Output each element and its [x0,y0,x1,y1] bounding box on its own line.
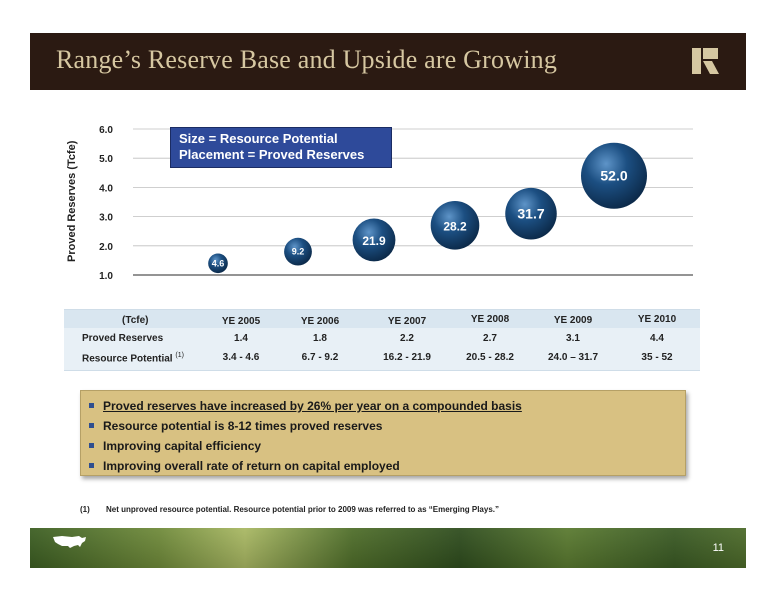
bullet-dot-icon [89,443,94,448]
highlights-box: Proved reserves have increased by 26% pe… [80,390,686,476]
bubble-label: 28.2 [443,219,467,233]
resource-ye2008: 20.5 - 28.2 [466,352,514,363]
proved-ye2007: 2.2 [400,333,414,344]
slide-footer: 11 [30,528,746,568]
row-resource-label-text: Resource Potential [82,353,173,365]
legend-placement: Placement = Proved Reserves [179,147,365,162]
slide-title: Range’s Reserve Base and Upside are Grow… [56,45,558,74]
proved-ye2005: 1.4 [234,333,248,344]
bullet-item: Improving overall rate of return on capi… [89,456,685,476]
resource-ye2006: 6.7 - 9.2 [301,352,339,363]
y-tick-label: 2.0 [99,242,113,253]
resource-ye2009: 24.0 – 31.7 [547,352,599,363]
bubble-chart-svg: 1.0 2.0 3.0 4.0 5.0 6.0 4.6 9.2 21.9 28.2 31.7 52.… [99,125,693,282]
bubble-label: 31.7 [517,206,544,222]
proved-ye2006: 1.8 [313,333,327,344]
resource-ye2010: 35 - 52 [641,352,673,363]
legend-size: Size = Resource Potential [179,131,338,146]
bullet-item: Resource potential is 8-12 times proved … [89,416,685,436]
bubble-label: 52.0 [600,168,627,184]
table-unit: (Tcfe) [122,315,149,326]
footnote: (1) Net unproved resource potential. Reso… [80,505,499,514]
bullet-dot-icon [89,403,94,408]
footnote-text: Net unproved resource potential. Resourc… [106,505,499,514]
bullet-dot-icon [89,463,94,468]
col-ye2007: YE 2007 [387,316,427,327]
y-tick-label: 5.0 [99,154,113,165]
us-map-icon [53,536,86,548]
page-number: 11 [712,542,724,554]
bullet-text: Resource potential is 8-12 times proved … [103,419,383,433]
proved-ye2008: 2.7 [483,333,497,344]
col-ye2009: YE 2009 [553,315,593,326]
bubble-point [581,142,647,209]
row-proved-label: Proved Reserves [82,333,164,344]
bullet-dot-icon [89,423,94,428]
bullet-text: Proved reserves have increased by 26% pe… [103,399,522,413]
bullet-text: Improving capital efficiency [103,439,262,453]
bubble-label: 21.9 [362,234,386,248]
row-resource-label: Resource Potential (1) [82,352,184,364]
proved-ye2010: 4.4 [650,333,664,344]
bubble-label: 9.2 [292,247,305,257]
y-tick-label: 6.0 [99,125,113,136]
bubble-point [352,218,396,262]
bubble-point [208,253,228,274]
range-logo-icon [692,48,719,74]
col-ye2005: YE 2005 [221,316,261,327]
bubble-point [284,237,312,266]
reserves-table: (Tcfe) YE 2005 YE 2006 YE 2007 YE 2008 Y… [64,309,700,371]
bullet-text: Improving overall rate of return on capi… [103,459,400,473]
y-tick-label: 1.0 [99,271,113,282]
bullet-item: Improving capital efficiency [89,436,685,456]
bubble-point [430,201,480,250]
resource-ye2005: 3.4 - 4.6 [222,352,260,363]
bubble-label: 4.6 [212,258,225,268]
y-tick-label: 4.0 [99,183,113,194]
table-header-row [64,310,700,328]
footer-shade [30,528,746,568]
col-ye2008: YE 2008 [470,314,510,325]
col-ye2010: YE 2010 [637,314,677,325]
y-tick-label: 3.0 [99,213,113,224]
bullet-item: Proved reserves have increased by 26% pe… [89,396,685,416]
bubble-point [505,187,557,240]
row-resource-sup: (1) [175,352,184,359]
chart-legend: Size = Resource Potential Placement = Pr… [170,127,392,168]
slide-header: Range’s Reserve Base and Upside are Grow… [30,33,746,90]
proved-ye2009: 3.1 [566,333,580,344]
bubble-chart: 1.0 2.0 3.0 4.0 5.0 6.0 4.6 9.2 21.9 28.2 31.7 52.… [68,118,698,293]
col-ye2006: YE 2006 [300,316,340,327]
resource-ye2007: 16.2 - 21.9 [383,352,431,363]
footnote-number: (1) [80,505,90,514]
